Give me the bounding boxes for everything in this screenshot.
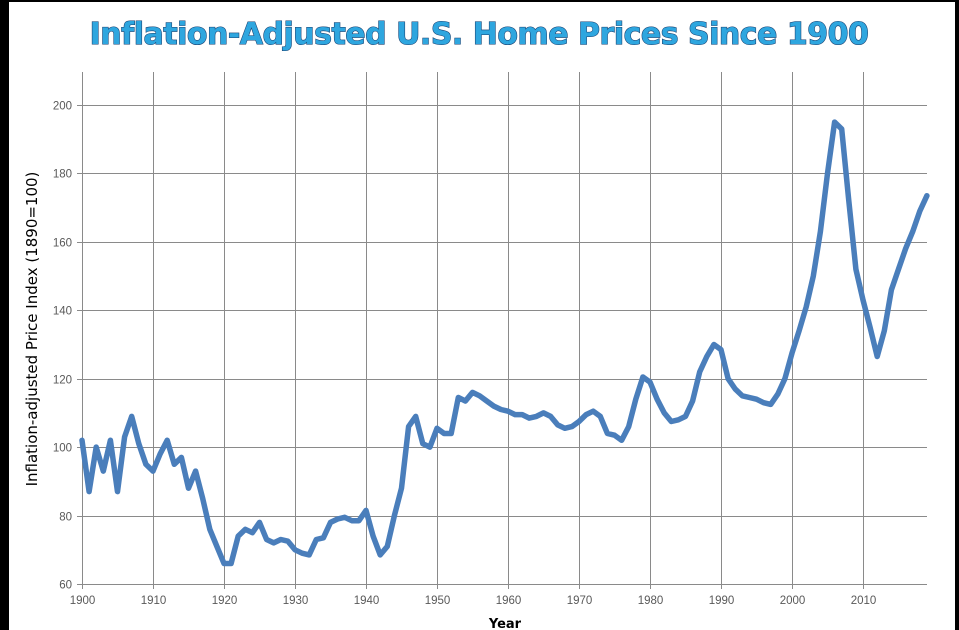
axes bbox=[77, 72, 927, 589]
y-tick-label: 200 bbox=[53, 101, 72, 113]
chart: Inflation-Adjusted U.S. Home Prices Sinc… bbox=[23, 16, 930, 630]
chart-title: Inflation-Adjusted U.S. Home Prices Sinc… bbox=[90, 17, 869, 52]
x-tick-label: 2000 bbox=[780, 595, 806, 607]
x-tick-label: 1950 bbox=[425, 595, 451, 607]
y-axis-title: Inflation-adjusted Price Index (1890=100… bbox=[23, 172, 41, 487]
gridlines bbox=[82, 72, 927, 584]
y-tick-label: 180 bbox=[53, 169, 72, 181]
y-tick-label: 100 bbox=[53, 443, 72, 455]
y-tick-label: 120 bbox=[53, 375, 72, 387]
x-tick-label: 1900 bbox=[70, 595, 96, 607]
x-tick-label: 1940 bbox=[354, 595, 380, 607]
x-tick-label: 1960 bbox=[496, 595, 522, 607]
x-tick-label: 1920 bbox=[212, 595, 238, 607]
series bbox=[79, 119, 930, 567]
y-tick-label: 80 bbox=[59, 512, 72, 524]
x-tick-label: 1980 bbox=[638, 595, 664, 607]
y-tick-label: 160 bbox=[53, 238, 72, 250]
y-tick-label: 140 bbox=[53, 306, 72, 318]
x-tick-label: 2010 bbox=[851, 595, 877, 607]
y-tick-labels: 60 80 100 120 140 160 180 200 bbox=[53, 101, 72, 592]
x-tick-label: 1990 bbox=[709, 595, 735, 607]
x-tick-label: 1970 bbox=[567, 595, 593, 607]
y-tick-label: 60 bbox=[59, 580, 72, 592]
x-tick-label: 1910 bbox=[141, 595, 167, 607]
x-tick-label: 1930 bbox=[283, 595, 309, 607]
series-line-price-index bbox=[79, 119, 930, 567]
x-tick-labels: 1900 1910 1920 1930 1940 1950 1960 1970 1980 1990… bbox=[70, 595, 877, 607]
chart-frame: Inflation-Adjusted U.S. Home Prices Sinc… bbox=[9, 2, 955, 630]
x-axis-title: Year bbox=[488, 617, 522, 630]
